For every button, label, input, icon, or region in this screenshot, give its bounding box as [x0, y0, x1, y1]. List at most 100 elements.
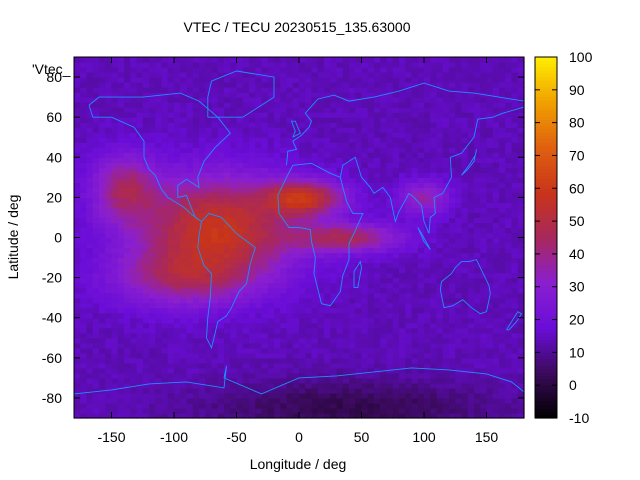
heatmap-cell: [480, 187, 488, 193]
heatmap-cell: [430, 367, 438, 374]
heatmap-cell: [311, 342, 319, 349]
heatmap-cell: [374, 397, 381, 404]
heatmap-cell: [461, 142, 469, 148]
heatmap-cell: [480, 392, 488, 399]
heatmap-cell: [374, 132, 381, 138]
heatmap-cell: [380, 387, 388, 394]
heatmap-cell: [280, 202, 288, 209]
heatmap-cell: [455, 357, 463, 364]
heatmap-cell: [180, 82, 188, 88]
heatmap-cell: [449, 187, 456, 193]
heatmap-cell: [467, 317, 475, 324]
heatmap-cell: [292, 247, 300, 254]
heatmap-cell: [211, 347, 219, 354]
heatmap-cell: [205, 362, 213, 369]
heatmap-cell: [92, 112, 100, 118]
heatmap-cell: [442, 357, 450, 364]
heatmap-cell: [217, 217, 225, 224]
heatmap-cell: [192, 232, 200, 239]
heatmap-cell: [442, 112, 450, 118]
heatmap-cell: [424, 357, 431, 364]
heatmap-cell: [236, 177, 244, 183]
heatmap-cell: [261, 152, 269, 158]
heatmap-cell: [105, 242, 113, 249]
heatmap-cell: [292, 322, 300, 329]
heatmap-cell: [192, 87, 200, 93]
heatmap-cell: [286, 247, 294, 254]
heatmap-cell: [467, 372, 475, 379]
heatmap-cell: [186, 347, 194, 354]
heatmap-cell: [130, 337, 138, 344]
heatmap-cell: [274, 227, 281, 234]
heatmap-cell: [299, 117, 306, 123]
heatmap-cell: [92, 372, 100, 379]
heatmap-cell: [430, 162, 438, 168]
heatmap-cell: [305, 117, 313, 123]
heatmap-cell: [130, 247, 138, 254]
heatmap-cell: [80, 207, 88, 214]
heatmap-cell: [336, 397, 344, 404]
heatmap-cell: [286, 357, 294, 364]
heatmap-cell: [267, 112, 275, 118]
heatmap-cell: [467, 232, 475, 239]
heatmap-cell: [317, 167, 325, 173]
heatmap-cell: [492, 152, 500, 158]
heatmap-cell: [186, 152, 194, 158]
heatmap-cell: [449, 57, 456, 63]
heatmap-cell: [211, 407, 219, 414]
heatmap-cell: [149, 72, 156, 78]
heatmap-cell: [380, 257, 388, 264]
heatmap-cell: [474, 147, 481, 153]
heatmap-cell: [424, 197, 431, 204]
heatmap-cell: [186, 327, 194, 334]
heatmap-cell: [74, 127, 81, 133]
heatmap-cell: [261, 127, 269, 133]
heatmap-cell: [486, 262, 494, 269]
heatmap-cell: [130, 342, 138, 349]
heatmap-cell: [167, 82, 175, 88]
heatmap-cell: [386, 192, 394, 198]
heatmap-cell: [480, 282, 488, 289]
heatmap-cell: [155, 392, 163, 399]
heatmap-cell: [474, 172, 481, 178]
heatmap-cell: [230, 322, 238, 329]
heatmap-cell: [467, 147, 475, 153]
heatmap-cell: [399, 317, 406, 324]
heatmap-cell: [142, 242, 150, 249]
heatmap-cell: [455, 72, 463, 78]
heatmap-cell: [99, 302, 106, 309]
heatmap-cell: [111, 122, 119, 128]
heatmap-cell: [142, 352, 150, 359]
heatmap-cell: [305, 237, 313, 244]
heatmap-cell: [274, 407, 281, 414]
heatmap-cell: [180, 412, 188, 419]
heatmap-cell: [217, 317, 225, 324]
heatmap-cell: [192, 282, 200, 289]
heatmap-cell: [155, 132, 163, 138]
heatmap-cell: [267, 357, 275, 364]
heatmap-cell: [455, 77, 463, 83]
heatmap-cell: [99, 182, 106, 188]
heatmap-cell: [361, 67, 369, 73]
heatmap-cell: [99, 342, 106, 349]
heatmap-cell: [105, 352, 113, 359]
heatmap-cell: [274, 272, 281, 279]
heatmap-cell: [242, 107, 250, 113]
heatmap-cell: [349, 287, 356, 294]
heatmap-cell: [299, 287, 306, 294]
heatmap-cell: [105, 97, 113, 103]
heatmap-cell: [224, 257, 231, 264]
heatmap-cell: [186, 312, 194, 319]
heatmap-cell: [361, 402, 369, 409]
heatmap-cell: [399, 412, 406, 419]
heatmap-cell: [411, 337, 419, 344]
heatmap-cell: [261, 72, 269, 78]
heatmap-cell: [117, 182, 125, 188]
heatmap-cell: [349, 147, 356, 153]
heatmap-cell: [442, 342, 450, 349]
heatmap-cell: [111, 367, 119, 374]
heatmap-cell: [405, 347, 413, 354]
heatmap-cell: [155, 232, 163, 239]
heatmap-cell: [130, 272, 138, 279]
heatmap-cell: [392, 107, 400, 113]
